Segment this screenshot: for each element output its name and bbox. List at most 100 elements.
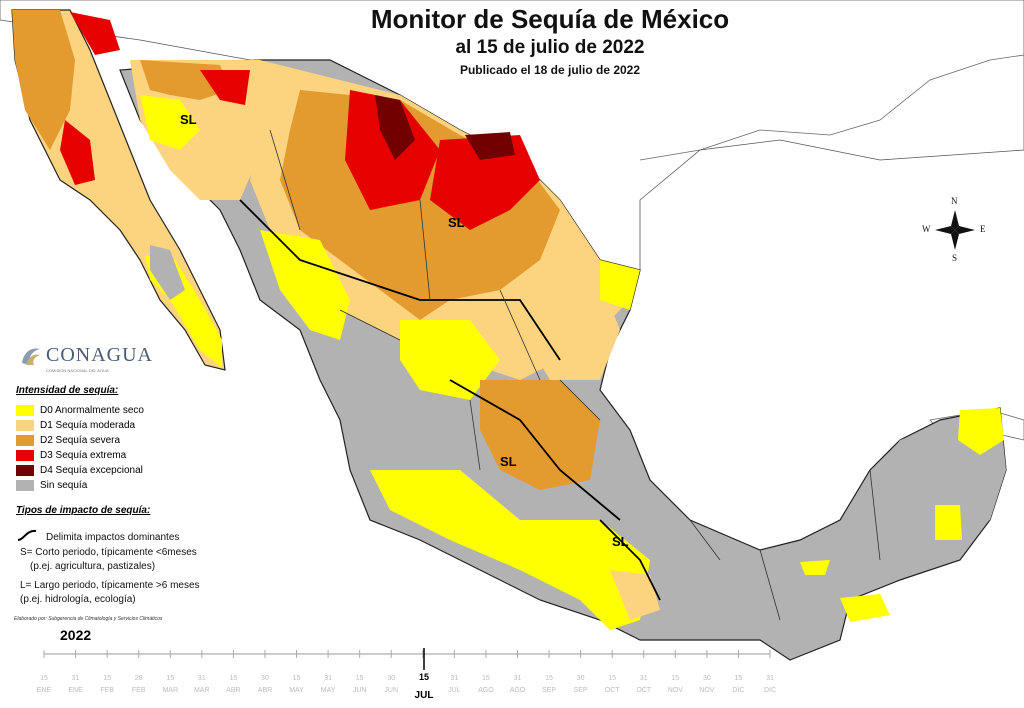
- state-boundaries: [269, 129, 881, 621]
- impact-short-example: (p.ej. agricultura, pastizales): [30, 561, 156, 572]
- timeline-tick-day: 31: [766, 675, 774, 682]
- legend-swatch: [16, 404, 34, 416]
- yucatan-d0-a: [958, 408, 1004, 455]
- baja-gray: [150, 245, 185, 300]
- legend-item-d1: D1 Sequía moderada: [16, 418, 135, 432]
- timeline-tick-month: AGO: [510, 687, 526, 694]
- timeline-tick-day: 30: [261, 675, 269, 682]
- timeline-tick-month: DIC: [732, 687, 744, 694]
- timeline-tick-month: OCT: [636, 687, 652, 694]
- published-date: Publicado el 18 de julio de 2022: [459, 63, 641, 77]
- timeline-tick-day: 31: [450, 675, 458, 682]
- map-title: Monitor de Sequía de México: [370, 4, 730, 34]
- yucatan-d0-b: [935, 505, 962, 540]
- credit-text: Elaborado por: Subgerencia de Climatolog…: [14, 616, 163, 622]
- guerrero-d1: [610, 570, 660, 620]
- sl-label-bajio: SL: [500, 454, 517, 469]
- timeline-tick-day: 15: [482, 675, 490, 682]
- timeline-tick-day: 15: [229, 675, 237, 682]
- compass-rose: [935, 210, 975, 250]
- conagua-name: CONAGUA: [46, 343, 153, 366]
- timeline-year: 2022: [60, 627, 92, 643]
- timeline-tick-day: 31: [198, 675, 206, 682]
- timeline-tick-month: NOV: [668, 687, 684, 694]
- sonora-d0: [140, 95, 200, 150]
- timeline-tick-day: 15: [166, 675, 174, 682]
- timeline-tick-month: SEP: [542, 687, 556, 694]
- chiapas-d0: [840, 594, 890, 622]
- legend-item-d0: D0 Anormalmente seco: [16, 403, 144, 417]
- legend-swatch: [16, 434, 34, 446]
- legend-swatch: [16, 464, 34, 476]
- timeline-tick-month: ENE: [37, 687, 52, 694]
- baja-d2: [12, 10, 75, 150]
- timeline-tick-day: 15: [671, 675, 679, 682]
- timeline-tick-month: FEB: [132, 687, 146, 694]
- timeline-current-month: JUL: [415, 690, 434, 701]
- timeline-tick-day: 31: [72, 675, 80, 682]
- legend-title: Intensidad de sequía:: [16, 385, 119, 396]
- timeline-tick-day: 15: [40, 675, 48, 682]
- north-d3-b: [430, 135, 540, 230]
- timeline-tick-month: NOV: [699, 687, 715, 694]
- impact-long-example: (p.ej. hidrología, ecología): [20, 594, 136, 605]
- impact-line-icon: [17, 529, 37, 541]
- timeline-tick-day: 15: [545, 675, 553, 682]
- timeline-tick-month: JUN: [353, 687, 367, 694]
- timeline-tick-month: MAY: [321, 687, 336, 694]
- timeline-tick-day: 31: [640, 675, 648, 682]
- central-d0-b: [400, 320, 500, 400]
- legend-swatch: [16, 479, 34, 491]
- impact-line-c: [599, 519, 661, 601]
- impact-line-a: [239, 199, 561, 361]
- timeline-tick-day: 30: [703, 675, 711, 682]
- compass-w: W: [922, 224, 931, 234]
- timeline-current-day: 15: [419, 672, 429, 682]
- title-block: Monitor de Sequía de México al 15 de jul…: [300, 4, 800, 77]
- map-subtitle: al 15 de julio de 2022: [455, 37, 645, 58]
- timeline-tick-day: 28: [135, 675, 143, 682]
- impact-short: S= Corto periodo, típicamente <6meses: [20, 547, 197, 558]
- north-d4-a: [375, 95, 415, 160]
- timeline-tick-day: 30: [577, 675, 585, 682]
- timeline-ticks: 15 ENE 31 ENE 15 FEB 28 FEB 15 MAR 31 MAR 15 ABR 30 ABR…: [37, 650, 776, 694]
- sl-label-sonora: SL: [180, 112, 197, 127]
- timeline-tick-day: 15: [293, 675, 301, 682]
- conagua-icon: [22, 348, 40, 365]
- central-d1: [520, 280, 620, 380]
- compass-s: S: [952, 253, 958, 263]
- timeline-tick-day: 15: [356, 675, 364, 682]
- timeline-tick-month: SEP: [574, 687, 588, 694]
- timeline-tick-month: AGO: [478, 687, 494, 694]
- legend-item-d3: D3 Sequía extrema: [16, 448, 126, 462]
- central-d0-a: [260, 230, 350, 340]
- timeline-tick-month: MAR: [162, 687, 178, 694]
- central-d0-south: [370, 470, 650, 630]
- gulf-coastline: [639, 54, 1024, 161]
- sl-label-puebla: SL: [612, 534, 629, 549]
- timeline-tick-month: ABR: [226, 687, 240, 694]
- timeline: 15 ENE 31 ENE 15 FEB 28 FEB 15 MAR 31 MAR 15 ABR 30 ABR…: [37, 648, 776, 701]
- north-d4-b: [465, 132, 515, 160]
- timeline-tick-day: 30: [387, 675, 395, 682]
- legend-swatch: [16, 449, 34, 461]
- timeline-tick-month: FEB: [100, 687, 114, 694]
- timeline-tick-day: 15: [735, 675, 743, 682]
- timeline-tick-month: ABR: [258, 687, 272, 694]
- timeline-tick-day: 31: [324, 675, 332, 682]
- timeline-tick-day: 31: [514, 675, 522, 682]
- conagua-tagline: COMISIÓN NACIONAL DEL AGUA: [46, 368, 109, 373]
- timeline-tick-month: JUL: [448, 687, 461, 694]
- timeline-tick-month: MAY: [289, 687, 304, 694]
- conagua-logo: CONAGUA: [18, 343, 153, 367]
- tamaulipas-d0: [600, 260, 640, 310]
- timeline-tick-month: JUN: [384, 687, 398, 694]
- timeline-tick-day: 15: [103, 675, 111, 682]
- legend-swatch: [16, 419, 34, 431]
- impact-long: L= Largo periodo, típicamente >6 meses: [20, 580, 200, 591]
- timeline-tick-month: ENE: [68, 687, 83, 694]
- legend-item-d4: D4 Sequía excepcional: [16, 463, 143, 477]
- compass-n: N: [951, 196, 958, 206]
- timeline-tick-day: 15: [608, 675, 616, 682]
